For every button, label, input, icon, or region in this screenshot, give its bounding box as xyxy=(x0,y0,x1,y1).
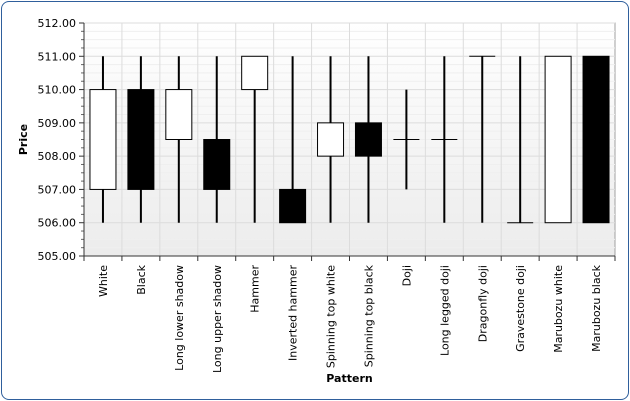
x-tick-label: Gravestone doji xyxy=(514,265,527,352)
x-tick-label: Spinning top white xyxy=(325,265,338,368)
candle-body xyxy=(582,55,610,224)
x-tick-label: Spinning top black xyxy=(362,264,375,367)
x-tick-label: Long lower shadow xyxy=(173,265,186,371)
y-tick-label: 510.00 xyxy=(38,84,77,97)
x-axis: White Black Long lower shadow Long upper sh… xyxy=(83,255,616,373)
y-tick-label: 512.00 xyxy=(38,17,77,30)
candle-body xyxy=(241,55,269,91)
candle xyxy=(431,56,458,223)
y-tick-label: 508.00 xyxy=(38,150,77,163)
candle xyxy=(582,55,610,224)
x-tick-label: Marubozu white xyxy=(552,265,565,353)
candle-body xyxy=(279,188,307,224)
x-axis-title: Pattern xyxy=(326,372,372,385)
candle xyxy=(279,56,307,224)
y-tick-label: 506.00 xyxy=(38,217,77,230)
candle-body xyxy=(544,55,572,224)
x-tick-label: White xyxy=(97,265,110,297)
y-tick-label: 507.00 xyxy=(38,183,77,196)
candle-body xyxy=(127,89,155,190)
candle-body xyxy=(165,89,193,140)
candle xyxy=(393,89,420,190)
y-tick-label: 511.00 xyxy=(38,50,77,63)
x-tick-label: Hammer xyxy=(249,265,262,313)
candle xyxy=(469,55,496,223)
x-tick-label: Black xyxy=(135,264,148,294)
candle xyxy=(317,56,345,223)
candle xyxy=(203,56,231,223)
y-axis: 505.00 506.00 507.00 508.00 509.00 510.00 511.… xyxy=(38,17,85,263)
candle xyxy=(544,55,572,224)
candle-body xyxy=(354,122,382,157)
y-axis-title: Price xyxy=(17,124,30,155)
candle xyxy=(354,56,382,223)
x-tick-label: Long legged doji xyxy=(438,265,451,356)
x-tick-label: Dragonfly doji xyxy=(476,265,489,342)
y-tick-label: 509.00 xyxy=(38,117,77,130)
candle xyxy=(241,55,269,223)
candle xyxy=(89,56,117,223)
x-tick-label: Marubozu black xyxy=(590,264,603,352)
candle xyxy=(127,56,155,223)
candle-body xyxy=(89,89,117,190)
x-tick-label: Doji xyxy=(400,265,413,286)
x-tick-label: Long upper shadow xyxy=(211,265,224,373)
y-tick-label: 505.00 xyxy=(38,250,77,263)
candle xyxy=(507,56,534,224)
candle xyxy=(165,56,193,223)
candles xyxy=(89,55,610,224)
candle-body xyxy=(317,122,345,157)
x-tick-label: Inverted hammer xyxy=(287,265,300,361)
candle-body xyxy=(203,139,231,190)
